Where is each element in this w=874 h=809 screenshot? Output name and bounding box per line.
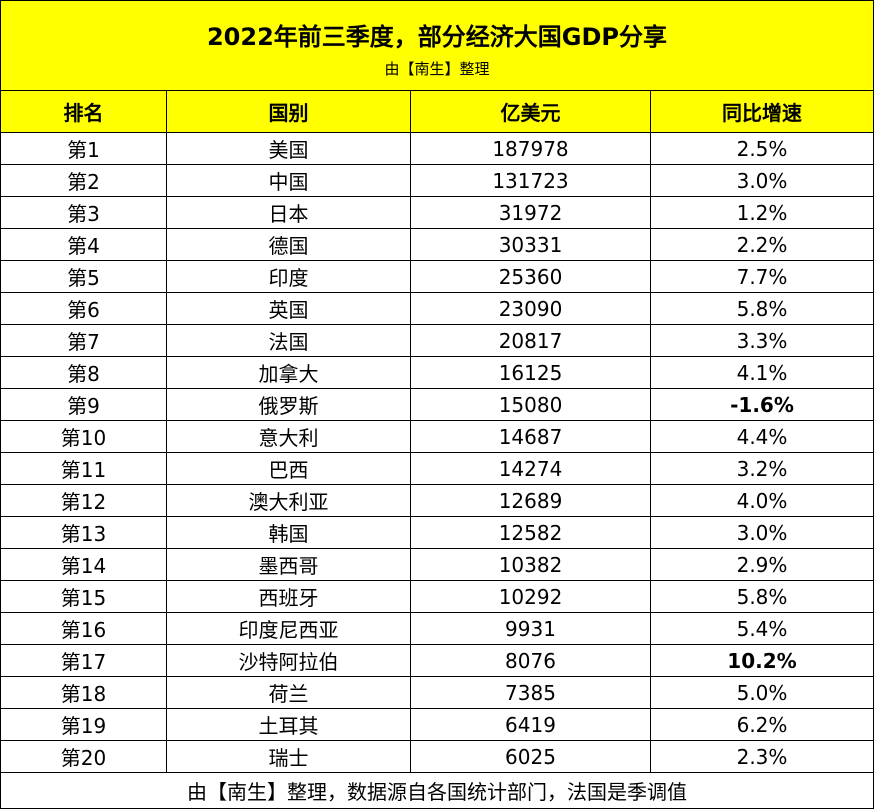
table-cell: 10382 [411,549,651,581]
table-cell: 德国 [167,229,411,261]
table-cell: 10292 [411,581,651,613]
table-cell: 第2 [1,165,167,197]
table-cell: 3.0% [651,517,873,549]
table-cell: 31972 [411,197,651,229]
table-cell: 10.2% [651,645,873,677]
table-cell: 6.2% [651,709,873,741]
table-cell: 美国 [167,133,411,165]
table-cell: 6025 [411,741,651,773]
table-cell: 第1 [1,133,167,165]
table-cell: 第19 [1,709,167,741]
table-cell: 第8 [1,357,167,389]
table-cell: 第13 [1,517,167,549]
table-cell: 第7 [1,325,167,357]
table-cell: 第5 [1,261,167,293]
table-cell: 23090 [411,293,651,325]
column-header: 同比增速 [651,91,873,133]
table-cell: 131723 [411,165,651,197]
table-cell: 第14 [1,549,167,581]
table-cell: 12689 [411,485,651,517]
footer: 由【南生】整理，数据源自各国统计部门，法国是季调值 [187,780,687,804]
table-cell: 第15 [1,581,167,613]
table-cell: 意大利 [167,421,411,453]
table-cell: 3.0% [651,165,873,197]
table-cell: 12582 [411,517,651,549]
column-header: 亿美元 [411,91,651,133]
table-cell: 第6 [1,293,167,325]
table-cell: 2.2% [651,229,873,261]
table-cell: 7.7% [651,261,873,293]
table-cell: 荷兰 [167,677,411,709]
column-header: 国别 [167,91,411,133]
table-cell: 第11 [1,453,167,485]
table-cell: 日本 [167,197,411,229]
table-cell: 瑞士 [167,741,411,773]
table-cell: 第4 [1,229,167,261]
table-cell: 5.4% [651,613,873,645]
title: 2022年前三季度，部分经济大国GDP分享 [206,23,667,51]
table-cell: 第18 [1,677,167,709]
table-cell: 16125 [411,357,651,389]
table-cell: 巴西 [167,453,411,485]
table-cell: 14687 [411,421,651,453]
table-cell: 1.2% [651,197,873,229]
table-cell: 俄罗斯 [167,389,411,421]
table-cell: 英国 [167,293,411,325]
table-cell: 第16 [1,613,167,645]
table-cell: 第3 [1,197,167,229]
table-cell: 3.2% [651,453,873,485]
table-cell: 第9 [1,389,167,421]
table-cell: 5.8% [651,293,873,325]
table-cell: 8076 [411,645,651,677]
table-cell: 中国 [167,165,411,197]
table-cell: 20817 [411,325,651,357]
table-cell: 土耳其 [167,709,411,741]
table-cell: 9931 [411,613,651,645]
table-cell: 韩国 [167,517,411,549]
table-cell: 14274 [411,453,651,485]
table-cell: 4.1% [651,357,873,389]
table-cell: 第20 [1,741,167,773]
table-cell: 30331 [411,229,651,261]
subtitle: 由【南生】整理 [384,60,490,78]
table-cell: 法国 [167,325,411,357]
table-cell: 5.0% [651,677,873,709]
table-cell: 西班牙 [167,581,411,613]
table-cell: 3.3% [651,325,873,357]
column-header: 排名 [1,91,167,133]
table-cell: 5.8% [651,581,873,613]
table-cell: 6419 [411,709,651,741]
table-cell: 澳大利亚 [167,485,411,517]
table-cell: -1.6% [651,389,873,421]
table-cell: 第17 [1,645,167,677]
table-cell: 加拿大 [167,357,411,389]
table-cell: 印度 [167,261,411,293]
table-cell: 墨西哥 [167,549,411,581]
table-cell: 25360 [411,261,651,293]
table-cell: 7385 [411,677,651,709]
table-cell: 2.5% [651,133,873,165]
table-cell: 第12 [1,485,167,517]
table-cell: 15080 [411,389,651,421]
table-cell: 187978 [411,133,651,165]
table-cell: 2.3% [651,741,873,773]
title-block: 2022年前三季度，部分经济大国GDP分享 由【南生】整理 [1,1,873,91]
table-cell: 2.9% [651,549,873,581]
table-cell: 第10 [1,421,167,453]
table-cell: 4.4% [651,421,873,453]
table-cell: 沙特阿拉伯 [167,645,411,677]
table-cell: 4.0% [651,485,873,517]
table-cell: 印度尼西亚 [167,613,411,645]
